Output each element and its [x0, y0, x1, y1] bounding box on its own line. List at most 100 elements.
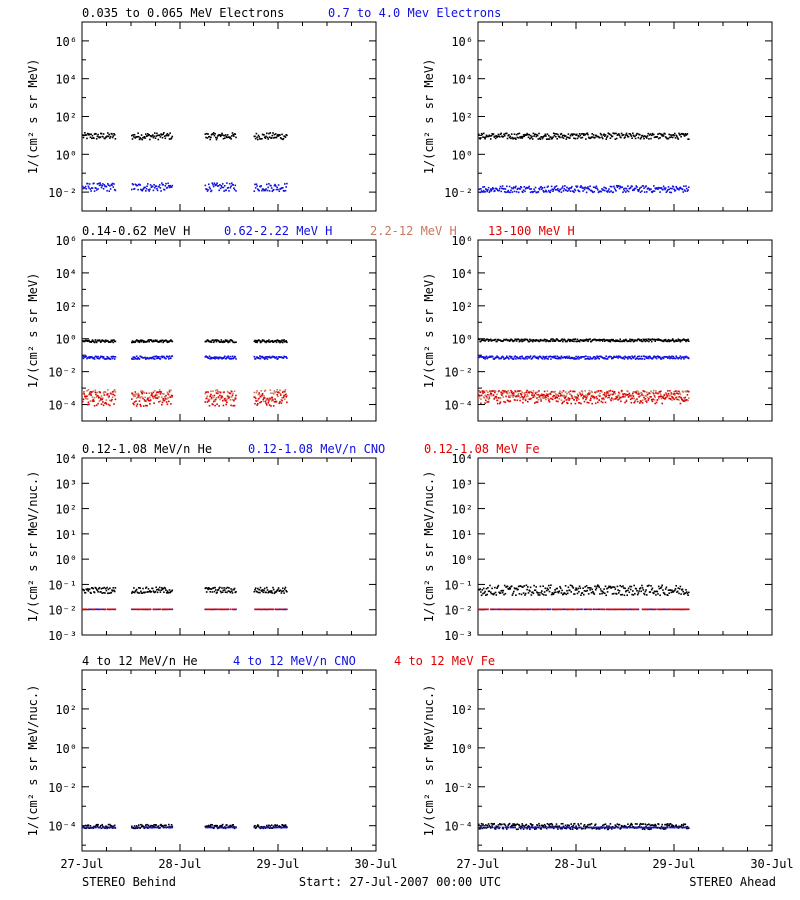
data-point — [282, 396, 285, 399]
data-point — [615, 184, 618, 187]
data-point — [556, 189, 558, 191]
data-point — [601, 137, 604, 140]
data-point — [569, 393, 572, 396]
data-point — [625, 132, 628, 135]
data-point — [621, 396, 624, 398]
data-point — [614, 188, 617, 191]
data-point — [210, 357, 213, 360]
data-point — [91, 396, 94, 398]
data-point — [607, 339, 610, 341]
data-point — [224, 185, 226, 187]
data-point — [529, 188, 531, 190]
data-point — [583, 590, 586, 592]
data-point — [533, 394, 535, 396]
data-point — [209, 591, 211, 593]
data-point — [532, 132, 535, 135]
data-point — [270, 137, 273, 139]
data-point — [686, 394, 689, 396]
data-point — [643, 390, 646, 393]
data-point — [583, 593, 585, 596]
data-point — [543, 393, 545, 396]
data-point — [541, 393, 543, 395]
data-point — [253, 396, 256, 398]
data-point — [168, 825, 171, 828]
data-point — [480, 591, 482, 593]
data-point — [165, 401, 168, 403]
data-point — [145, 357, 148, 360]
data-point — [652, 398, 654, 400]
data-point — [610, 399, 612, 402]
data-point — [95, 396, 98, 398]
data-point — [557, 828, 559, 830]
data-point — [102, 397, 104, 400]
data-point — [596, 187, 598, 190]
data-point — [219, 586, 221, 589]
data-point — [636, 357, 638, 360]
data-point — [133, 591, 136, 594]
data-point — [485, 136, 487, 138]
data-point — [226, 390, 229, 393]
data-point — [159, 339, 162, 342]
data-point — [258, 189, 260, 192]
data-point — [489, 826, 491, 828]
data-point — [542, 824, 544, 827]
data-point — [578, 133, 581, 135]
data-point — [152, 357, 155, 360]
data-point — [499, 397, 502, 399]
data-point — [168, 589, 171, 591]
data-point — [517, 828, 519, 830]
data-point — [234, 356, 237, 358]
data-point — [151, 587, 154, 590]
data-point — [627, 587, 630, 590]
data-point — [529, 356, 531, 358]
data-point — [536, 393, 538, 396]
data-point — [111, 826, 113, 829]
data-point — [497, 584, 500, 587]
data-point — [580, 357, 582, 359]
y-tick-label: 10⁻¹ — [48, 578, 77, 592]
data-point — [669, 356, 672, 358]
data-point — [622, 393, 624, 395]
data-point — [82, 400, 84, 403]
data-point — [524, 187, 527, 190]
y-tick-label: 10⁰ — [451, 148, 473, 162]
data-point — [594, 823, 597, 826]
data-point — [573, 191, 575, 193]
panel-row-4-title-3: 4 to 12 MeV Fe — [394, 654, 495, 668]
data-point — [647, 132, 649, 135]
data-point — [272, 825, 275, 827]
data-point — [616, 356, 619, 358]
data-point — [520, 340, 522, 342]
data-point — [134, 826, 137, 829]
data-point — [107, 357, 109, 360]
data-point — [561, 391, 563, 394]
data-point — [216, 182, 218, 184]
data-point — [637, 391, 640, 393]
data-point — [607, 189, 610, 192]
data-point — [215, 356, 217, 358]
data-point — [152, 136, 155, 139]
data-point — [93, 400, 95, 403]
data-point — [520, 585, 522, 587]
data-point — [557, 394, 559, 396]
data-point — [260, 390, 262, 392]
y-axis-label: 1/(cm² s sr MeV) — [422, 273, 436, 389]
data-point — [550, 338, 553, 340]
data-point — [627, 589, 629, 592]
data-point — [227, 391, 230, 394]
data-point — [543, 594, 545, 596]
data-point — [171, 394, 174, 397]
data-point — [99, 182, 101, 184]
data-point — [138, 358, 141, 360]
data-point — [138, 394, 140, 397]
data-point — [529, 586, 532, 589]
data-point — [632, 590, 634, 592]
data-point — [257, 188, 259, 190]
data-point — [535, 391, 537, 394]
data-point — [108, 190, 110, 192]
data-point — [168, 389, 171, 391]
data-point — [510, 133, 513, 135]
data-point — [536, 397, 538, 399]
data-point — [606, 358, 609, 360]
data-point — [625, 339, 628, 342]
